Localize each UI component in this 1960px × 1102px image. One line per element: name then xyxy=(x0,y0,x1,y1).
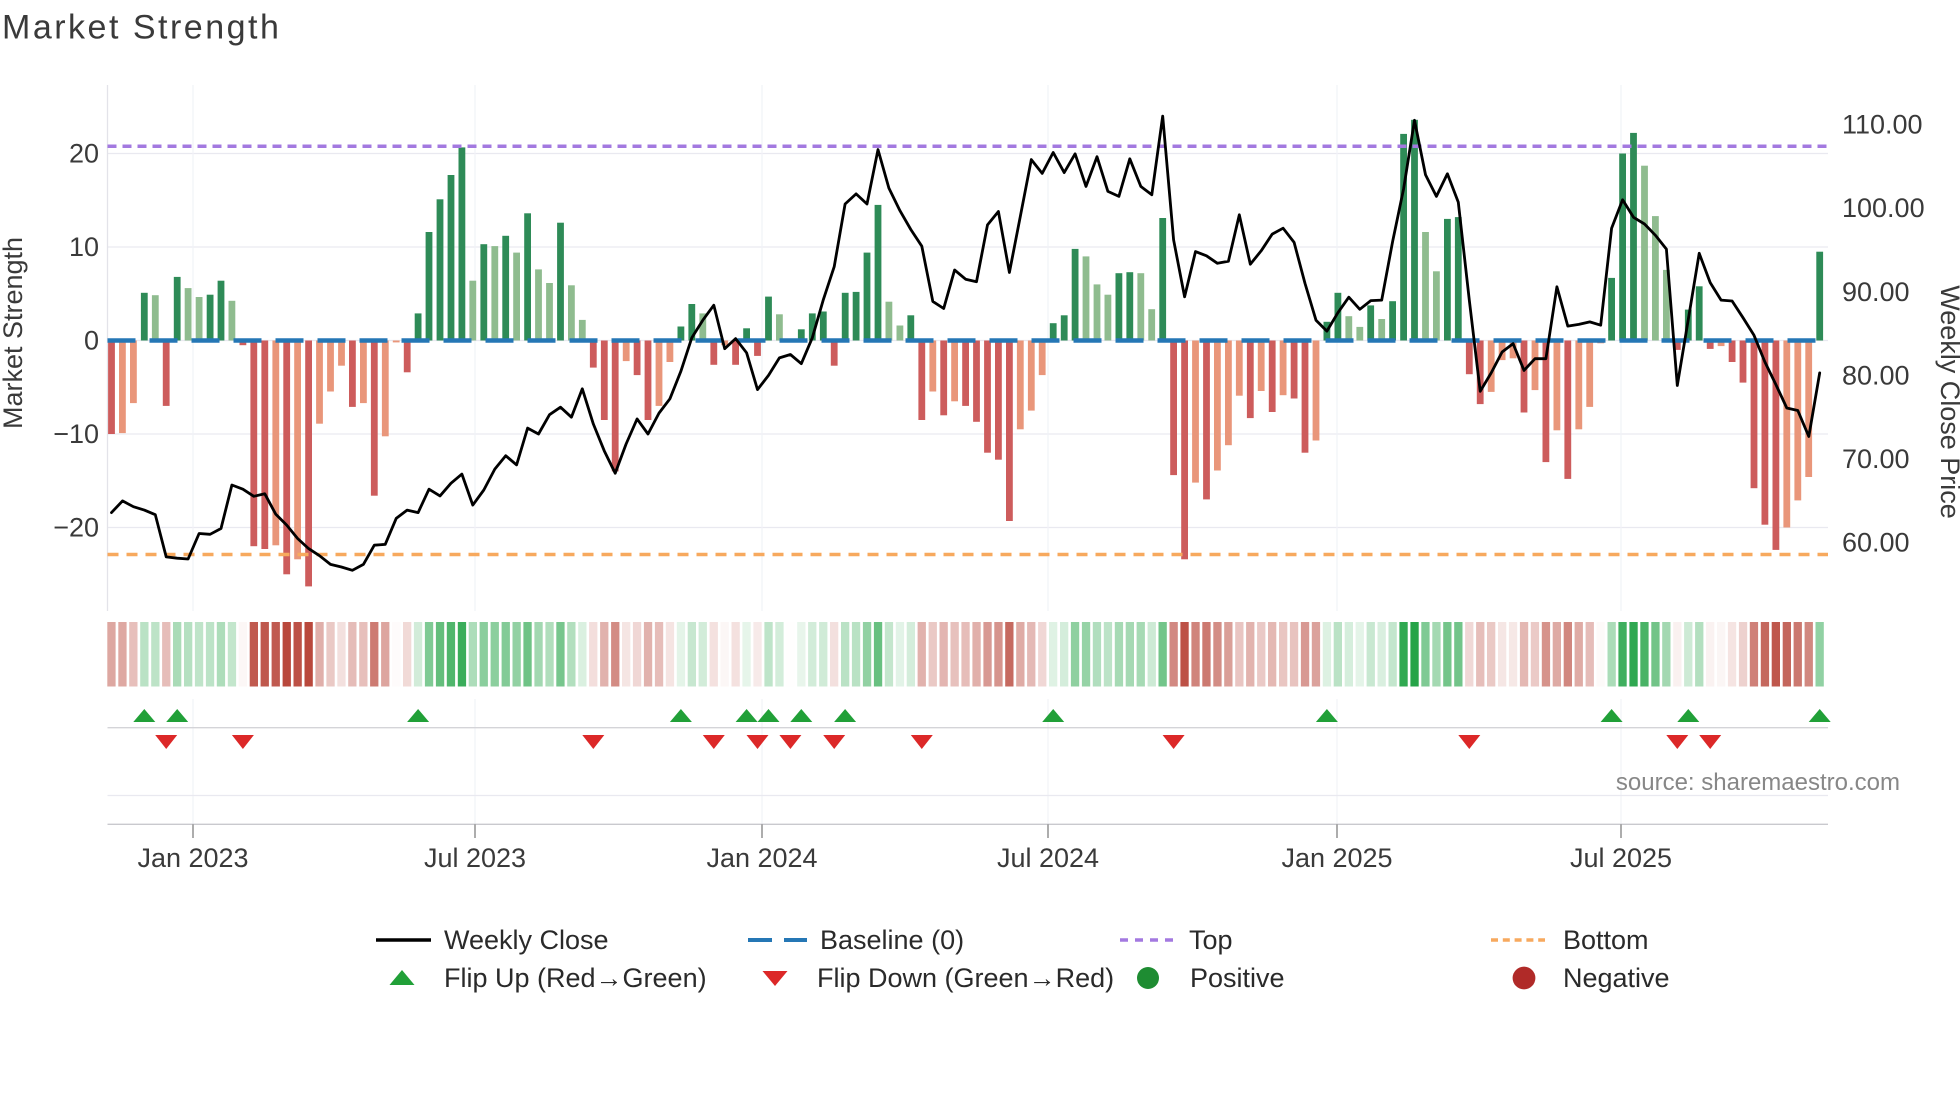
svg-text:Positive: Positive xyxy=(1190,963,1285,993)
svg-text:60.00: 60.00 xyxy=(1842,528,1910,558)
svg-text:Baseline (0): Baseline (0) xyxy=(820,925,964,955)
svg-text:−20: −20 xyxy=(53,513,99,543)
svg-text:Weekly Close Price: Weekly Close Price xyxy=(1935,285,1960,519)
svg-text:20: 20 xyxy=(69,139,99,169)
svg-text:100.00: 100.00 xyxy=(1842,193,1925,223)
svg-text:Flip Down (Green→Red): Flip Down (Green→Red) xyxy=(817,963,1114,993)
svg-text:Jan 2025: Jan 2025 xyxy=(1281,843,1392,873)
svg-text:Jan 2023: Jan 2023 xyxy=(137,843,248,873)
svg-text:Market Strength: Market Strength xyxy=(0,237,28,429)
svg-text:−10: −10 xyxy=(53,419,99,449)
svg-text:Jan 2024: Jan 2024 xyxy=(706,843,817,873)
svg-text:Jul 2023: Jul 2023 xyxy=(424,843,526,873)
svg-text:70.00: 70.00 xyxy=(1842,444,1910,474)
svg-text:10: 10 xyxy=(69,232,99,262)
svg-text:Market Strength: Market Strength xyxy=(2,9,281,47)
svg-text:Bottom: Bottom xyxy=(1563,925,1649,955)
svg-text:Flip Up (Red→Green): Flip Up (Red→Green) xyxy=(444,963,707,993)
svg-text:0: 0 xyxy=(84,326,99,356)
svg-text:source: sharemaestro.com: source: sharemaestro.com xyxy=(1616,769,1900,796)
svg-text:Negative: Negative xyxy=(1563,963,1670,993)
svg-text:110.00: 110.00 xyxy=(1842,110,1923,140)
svg-text:Weekly Close: Weekly Close xyxy=(444,925,609,955)
svg-text:80.00: 80.00 xyxy=(1842,360,1910,390)
svg-text:Jul 2024: Jul 2024 xyxy=(997,843,1099,873)
svg-text:90.00: 90.00 xyxy=(1842,277,1910,307)
svg-text:Jul 2025: Jul 2025 xyxy=(1570,843,1672,873)
svg-text:Top: Top xyxy=(1189,925,1233,955)
